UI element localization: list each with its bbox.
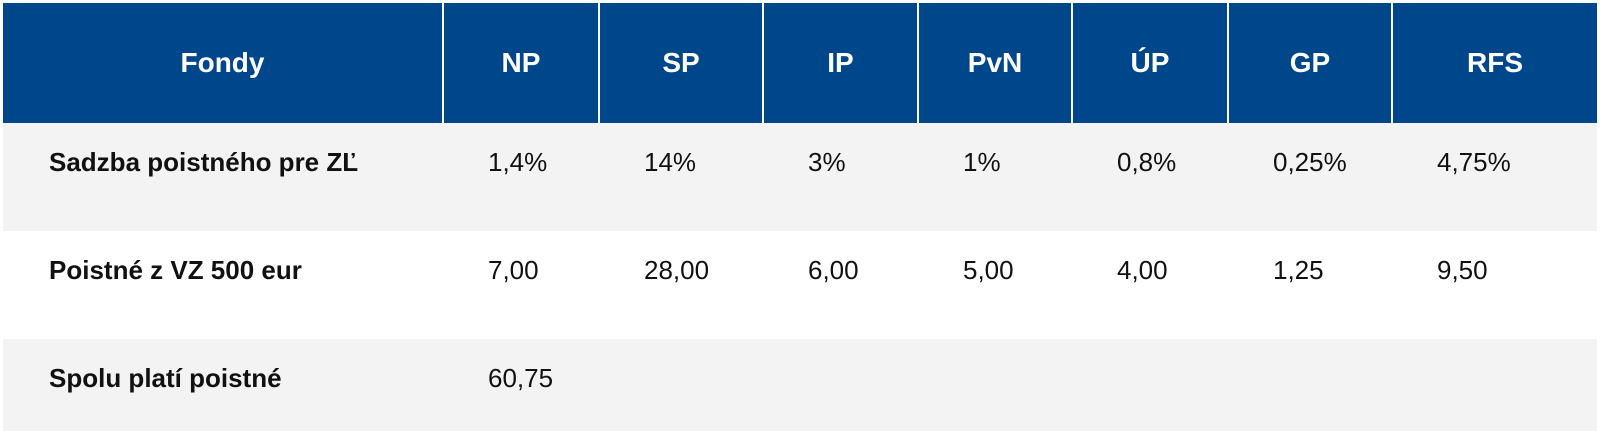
row-label: Poistné z VZ 500 eur	[49, 255, 302, 285]
table-row: Spolu platí poistné 60,75	[3, 339, 1597, 431]
contribution-table: Fondy NP SP IP PvN ÚP GP RFS Sadzba pois…	[3, 3, 1597, 431]
header-gp: GP	[1229, 3, 1393, 123]
table-cell: 6,00	[808, 255, 859, 285]
table-cell	[919, 339, 1073, 431]
table-cell: 14%	[644, 147, 697, 177]
header-np: NP	[444, 3, 600, 123]
table-cell: 3%	[808, 147, 846, 177]
table-cell: 0,8%	[1117, 147, 1177, 177]
header-sp: SP	[600, 3, 764, 123]
table-cell: 28,00	[644, 255, 710, 285]
table-header-row: Fondy NP SP IP PvN ÚP GP RFS	[3, 3, 1597, 123]
table-cell	[600, 339, 764, 431]
header-rfs: RFS	[1467, 47, 1523, 78]
header-pvn: PvN	[919, 3, 1073, 123]
row-label: Sadzba poistného pre ZĽ	[49, 147, 359, 177]
table-cell	[764, 339, 919, 431]
row-label: Spolu platí poistné	[49, 363, 282, 393]
table-row: Poistné z VZ 500 eur 7,00 28,00 6,00 5,0…	[3, 231, 1597, 339]
table-cell: 1%	[963, 147, 1001, 177]
table-cell: 1,4%	[488, 147, 548, 177]
header-up: ÚP	[1073, 3, 1229, 123]
header-fondy: Fondy	[3, 3, 444, 123]
table-row: Sadzba poistného pre ZĽ 1,4% 14% 3% 1% 0…	[3, 123, 1597, 231]
table-cell: 0,25%	[1273, 147, 1347, 177]
table-cell: 1,25	[1273, 255, 1324, 285]
table-cell: 5,00	[963, 255, 1014, 285]
table-cell: 7,00	[488, 255, 539, 285]
table-cell: 9,50	[1437, 255, 1488, 285]
table-cell	[1393, 339, 1597, 431]
table-cell: 4,00	[1117, 255, 1168, 285]
table-cell: 60,75	[488, 363, 554, 393]
table-cell	[1073, 339, 1229, 431]
table-cell	[1229, 339, 1393, 431]
header-ip: IP	[764, 3, 919, 123]
table-cell: 4,75%	[1437, 147, 1511, 177]
